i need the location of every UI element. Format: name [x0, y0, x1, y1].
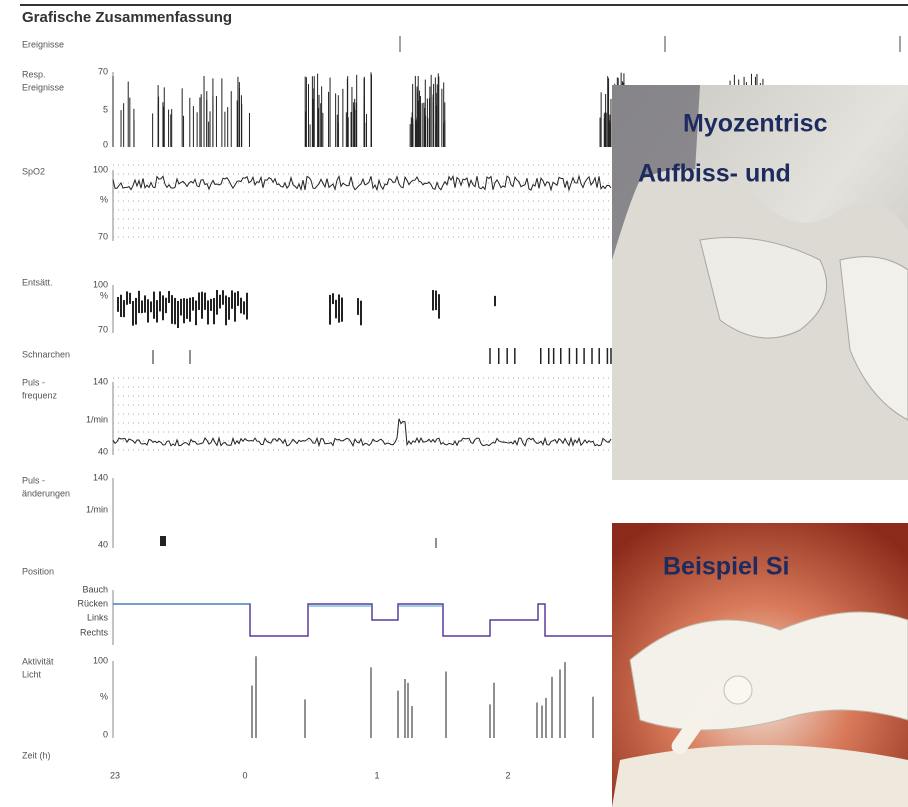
- panel-label: Licht: [22, 669, 42, 679]
- panel-label: Resp.: [22, 69, 46, 79]
- panel-label: Ereignisse: [22, 82, 64, 92]
- axis-label: Rücken: [77, 598, 108, 608]
- axis-label: Bauch: [82, 584, 108, 594]
- photo-caption: Beispiel Si: [663, 553, 789, 581]
- position: [113, 603, 612, 637]
- panel-label: Aktivität: [22, 656, 54, 666]
- time-label: 1: [374, 770, 379, 780]
- axis-label: 100: [93, 655, 108, 665]
- panel-label: Schnarchen: [22, 349, 70, 359]
- panel-label: Puls -: [22, 377, 45, 387]
- panel-label: Position: [22, 566, 54, 576]
- axis-label: 140: [93, 376, 108, 386]
- axis-label: 40: [98, 446, 108, 456]
- axis-label: 70: [98, 66, 108, 76]
- axis-label: %: [100, 290, 108, 300]
- axis-label: 0: [103, 139, 108, 149]
- axis-label: 40: [98, 539, 108, 549]
- panel-label: Zeit (h): [22, 750, 51, 760]
- axis-label: 100: [93, 279, 108, 289]
- photo-splint: Beispiel Si: [612, 523, 908, 807]
- axis-label: %: [100, 691, 108, 701]
- axis-label: 70: [98, 324, 108, 334]
- axis-label: 0: [103, 729, 108, 739]
- trace: [112, 418, 612, 448]
- axis-label: 70: [98, 231, 108, 241]
- position: [113, 603, 443, 607]
- trace: [112, 174, 612, 192]
- photo-caption: Myozentrisc: [683, 110, 828, 138]
- panel-label: SpO2: [22, 166, 45, 176]
- mark: [160, 536, 166, 546]
- axis-label: 5: [103, 104, 108, 114]
- panel-label: Puls -: [22, 475, 45, 485]
- axis-label: 100: [93, 164, 108, 174]
- title: Grafische Zusammenfassung: [22, 9, 232, 26]
- time-label: 0: [242, 770, 247, 780]
- panel-label: frequenz: [22, 390, 58, 400]
- axis-label: Rechts: [80, 627, 109, 637]
- axis-label: 1/min: [86, 414, 108, 424]
- time-label: 2: [505, 770, 510, 780]
- panel-label: Ereignisse: [22, 39, 64, 49]
- panel-label: änderungen: [22, 488, 70, 498]
- axis-label: Links: [87, 612, 109, 622]
- axis-label: 1/min: [86, 504, 108, 514]
- photo-bite: Myozentrisc Aufbiss- und: [612, 85, 908, 480]
- panel-label: Entsätt.: [22, 277, 53, 287]
- photo-caption: Aufbiss- und: [638, 160, 791, 188]
- time-label: 23: [110, 770, 120, 780]
- axis-label: %: [100, 194, 108, 204]
- axis-label: 140: [93, 472, 108, 482]
